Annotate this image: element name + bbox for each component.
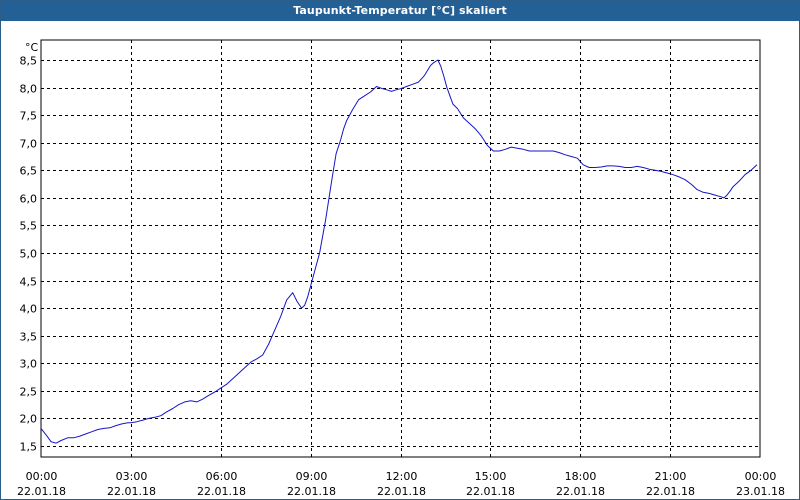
- x-tick-date-label: 23.01.18: [736, 485, 785, 498]
- x-tick-time-label: 00:00: [26, 470, 58, 483]
- x-tick-time-label: 06:00: [206, 470, 238, 483]
- y-tick-label: 5,0: [20, 248, 38, 261]
- y-tick-label: 6,0: [20, 193, 38, 206]
- y-tick-label: 7,5: [20, 110, 38, 123]
- x-tick-time-label: 15:00: [475, 470, 507, 483]
- x-tick-date-label: 22.01.18: [646, 485, 695, 498]
- y-tick-label: 4,5: [20, 276, 38, 289]
- x-tick-date-label: 22.01.18: [17, 485, 66, 498]
- x-tick-date-label: 22.01.18: [377, 485, 426, 498]
- y-tick-label: 3,5: [20, 331, 38, 344]
- x-tick-time-label: 03:00: [116, 470, 148, 483]
- x-tick-time-label: 00:00: [745, 470, 777, 483]
- y-tick-label: 3,0: [20, 358, 38, 371]
- x-tick-date-label: 22.01.18: [107, 485, 156, 498]
- x-tick-date-label: 22.01.18: [556, 485, 605, 498]
- y-tick-label: 2,5: [20, 386, 38, 399]
- y-tick-label: 5,5: [20, 220, 38, 233]
- y-tick-label: 2,0: [20, 413, 38, 426]
- y-axis-unit-label: °C: [25, 41, 39, 54]
- x-tick-time-label: 09:00: [296, 470, 328, 483]
- y-tick-label: 6,5: [20, 165, 38, 178]
- y-tick-label: 7,0: [20, 138, 38, 151]
- x-tick-date-label: 22.01.18: [287, 485, 336, 498]
- series-line-taupunkt: [40, 59, 758, 444]
- plot-area: [40, 39, 761, 458]
- y-tick-label: 8,5: [20, 55, 38, 68]
- x-tick-date-label: 22.01.18: [466, 485, 515, 498]
- x-tick-date-label: 22.01.18: [197, 485, 246, 498]
- y-tick-label: 4,0: [20, 303, 38, 316]
- y-tick-label: 8,0: [20, 83, 38, 96]
- y-tick-label: 1,5: [20, 441, 38, 454]
- x-tick-time-label: 12:00: [386, 470, 418, 483]
- x-tick-time-label: 18:00: [565, 470, 597, 483]
- x-tick-time-label: 21:00: [655, 470, 687, 483]
- chart-title: Taupunkt-Temperatur [°C] skaliert: [1, 1, 799, 21]
